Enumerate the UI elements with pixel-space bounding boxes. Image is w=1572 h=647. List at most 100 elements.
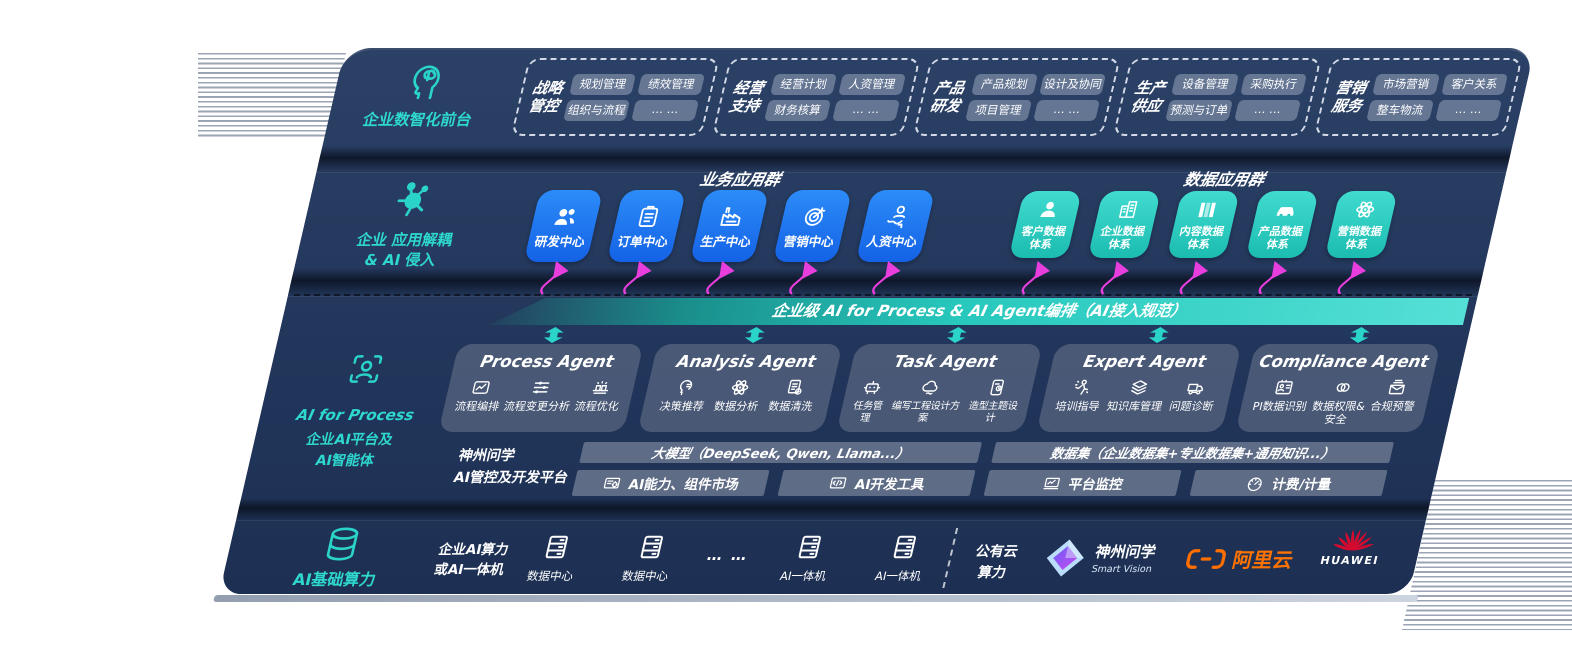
front-group-production: 生产 供应 设备管理 采购执行 预测与订单 … … [1113,58,1322,136]
alicloud-name: 阿里云 [1230,548,1296,572]
business-apps-header: 业务应用群 [697,170,783,189]
data-box-enterprise: 企业数据 体系 [1087,191,1161,258]
front-item: 预测与订单 [1165,99,1233,121]
dataset-bar: 数据集（企业数据集+专业数据集+通用知识...） [991,442,1395,463]
knowledge-layers-icon [1126,377,1152,398]
data-app-boxes: 客户数据 体系 企业数据 体系 内容数据 体系 产品数据 体系 营销数据 体系 [1008,191,1398,258]
training-icon [1069,377,1095,398]
agents-side-label: AI for Process 企业AI平台及 AI智能体 [263,350,449,472]
banner-text: 企业级 AI for Process & AI Agent编排（AI接入规范） [770,302,1189,320]
data-box-content: 内容数据 体系 [1166,191,1240,258]
front-item-more: … … [1234,99,1302,121]
agent-item: 培训指导 [1054,377,1106,414]
platform-grid: 大模型（DeepSeek, Qwen, Llama...） AI能力、组件市场 … [571,442,1395,496]
agent-item: 造型主题设计 [960,377,1029,424]
agents-label-zh: 企业AI平台及 AI智能体 [304,432,395,469]
person-scan-icon [343,350,390,388]
compute-side-label: AI基础算力 [262,524,417,591]
datacenter-node: 数据中心 [608,532,690,584]
app-box-hr-center: 人资中心 [855,190,936,262]
public-cloud-label: 公有云 算力 [973,544,1020,581]
app-box-label: 订单中心 [616,233,670,249]
agent-item: 合规预警 [1366,377,1421,426]
alert-mail-icon [1384,377,1410,398]
data-box-marketing: 营销数据 体系 [1324,191,1398,258]
agent-title: Expert Agent [1081,352,1209,371]
data-box-label: 客户数据 体系 [1020,224,1068,251]
clipboard-icon [632,203,665,230]
double-arrow-icon [744,327,765,343]
optimize-icon [588,377,614,398]
front-item-more: … … [1434,99,1503,121]
front-group-operation: 经营 支持 经营计划 人资管理 财务核算 … … [711,58,921,136]
double-arrow-icon [543,327,564,343]
process-agent-box: Process Agent 流程编排 流程变更分析 流程优化 [438,344,644,432]
business-app-boxes: 研发中心 订单中心 生产中心 营销中心 人资中心 [523,190,936,262]
boundary-dashed-line [293,294,1473,296]
double-arrow-icon [1349,327,1370,343]
group-title: 经营 支持 [727,79,766,115]
front-item: 经营计划 [770,73,838,95]
change-analysis-icon [528,377,554,398]
theme-design-icon [984,377,1010,398]
design-cloud-icon [917,377,943,398]
platform-label: 神州问学 AI管控及开发平台 [451,448,570,486]
smartvision-diamond-icon [1046,539,1084,577]
double-arrow-icon [946,327,967,343]
datacenter-node: 数据中心 [513,532,595,584]
agent-item: 问题诊断 [1168,377,1220,414]
group-title: 战略 管控 [526,79,565,115]
data-box-label: 内容数据 体系 [1178,224,1226,251]
smartvision-name: 神州问学 [1093,543,1158,561]
pi-idcard-icon [1271,377,1297,398]
monitor-icon [1040,474,1063,493]
ellipsis-nodes: … … [705,546,751,564]
front-item: 客户关系 [1440,73,1509,95]
building-icon [1114,198,1142,221]
server-icon [791,532,828,562]
alicloud-logo: 阿里云 [1182,544,1297,573]
front-item: 整车物流 [1366,99,1434,121]
huawei-flower-icon [1333,529,1374,551]
customer-icon [1035,198,1063,221]
data-box-label: 营销数据 体系 [1336,224,1384,251]
platform-left-half: 大模型（DeepSeek, Qwen, Llama...） AI能力、组件市场 … [571,442,983,496]
agent-item: 流程优化 [573,377,625,414]
task-robot-icon [859,377,885,398]
agent-item: 数据清洗 [767,377,819,414]
books-icon [1193,198,1221,221]
database-icon [318,524,367,564]
app-box-rd-center: 研发中心 [523,190,604,262]
decor-stripes-left [198,53,346,139]
apps-side-label: 企业 应用解耦 & AI 侵入 [316,178,501,271]
dev-tools-icon [826,474,849,493]
factory-icon [715,203,748,230]
front-side-label: 企业数智化前台 [340,62,506,131]
huawei-name: HUAWEI [1318,554,1381,567]
agent-item: 数据分析 [712,377,764,414]
decision-icon [673,377,699,398]
smartvision-sub: Smart Vision [1090,564,1153,575]
group-title: 生产 供应 [1128,79,1168,115]
agent-title: Analysis Agent [674,352,818,371]
ai-market-cell: AI能力、组件市场 [571,470,770,496]
diagnosis-truck-icon [1183,377,1209,398]
agent-title: Task Agent [892,352,1000,371]
app-box-label: 人资中心 [865,233,919,249]
permission-rings-icon [1330,377,1356,398]
agent-boxes: Process Agent 流程编排 流程变更分析 流程优化 Analysis … [438,344,1441,432]
app-box-label: 营销中心 [782,233,836,249]
agent-item: 数据权限& 安全 [1308,377,1372,426]
hr-flow-icon [881,203,914,230]
data-apps-header: 数据应用群 [1181,170,1267,189]
agent-item: 流程编排 [453,377,505,414]
server-icon [633,532,670,562]
app-box-order-center: 订单中心 [606,190,687,262]
group-title: 营销 服务 [1329,79,1369,115]
section-divider [235,498,1432,521]
front-item: 规划管理 [569,73,637,95]
platform-right-half: 数据集（企业数据集+专业数据集+通用知识...） 平台监控 计费/计量 [983,442,1395,496]
app-box-label: 生产中心 [699,233,753,249]
connector-arrows [540,261,1367,295]
front-item: 财务核算 [764,99,832,121]
